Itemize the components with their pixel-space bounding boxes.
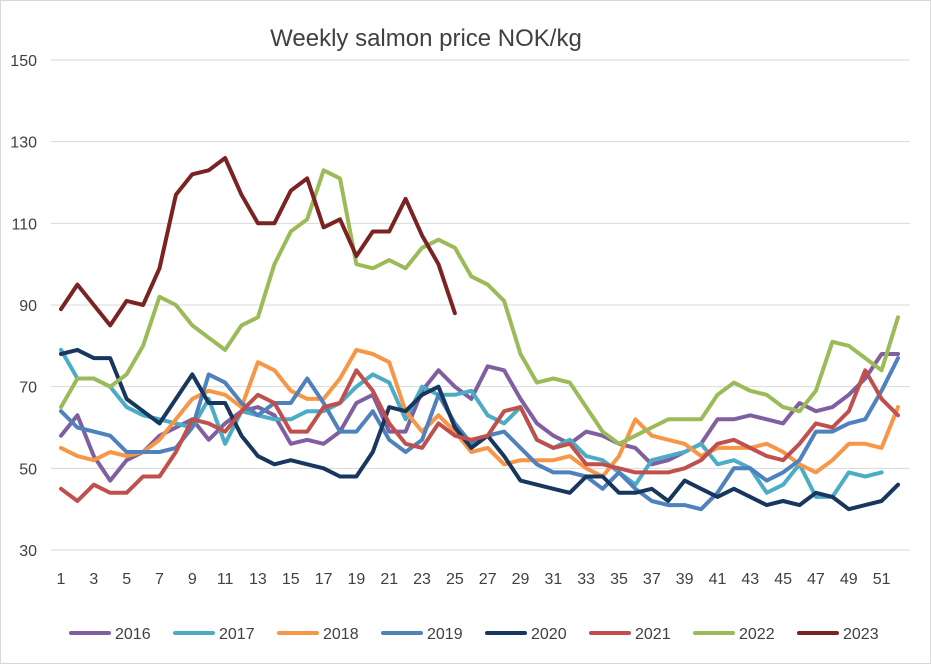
x-tick-label: 3 — [89, 571, 98, 588]
legend-item-2016: 2016 — [69, 626, 151, 643]
legend-label: 2022 — [739, 626, 775, 643]
x-tick-label: 5 — [122, 571, 131, 588]
legend-item-2020: 2020 — [485, 626, 567, 643]
legend-label: 2023 — [843, 626, 879, 643]
legend-item-2023: 2023 — [797, 626, 879, 643]
legend-label: 2021 — [635, 626, 671, 643]
chart-title: Weekly salmon price NOK/kg — [270, 25, 582, 52]
legend-item-2017: 2017 — [173, 626, 255, 643]
x-tick-label: 17 — [315, 571, 333, 588]
legend-label: 2017 — [219, 626, 255, 643]
x-tick-label: 1 — [57, 571, 66, 588]
x-tick-label: 41 — [709, 571, 727, 588]
y-tick-label: 150 — [10, 53, 37, 70]
y-tick-label: 50 — [19, 461, 37, 478]
legend-item-2018: 2018 — [277, 626, 359, 643]
x-tick-label: 7 — [155, 571, 164, 588]
x-tick-label: 27 — [479, 571, 497, 588]
series-line-2023 — [59, 156, 457, 328]
x-tick-label: 21 — [380, 571, 398, 588]
x-tick-label: 37 — [643, 571, 661, 588]
x-tick-label: 49 — [840, 571, 858, 588]
x-tick-label: 11 — [217, 571, 234, 588]
x-tick-label: 45 — [774, 571, 792, 588]
legend: 2016 2017 2018 2019 2020 2021 2022 2023 — [69, 626, 879, 643]
series-line-2021 — [59, 368, 900, 503]
y-tick-label: 30 — [19, 543, 37, 560]
y-tick-label: 130 — [10, 135, 37, 152]
x-tick-label: 23 — [413, 571, 431, 588]
y-tick-label: 70 — [19, 380, 37, 397]
x-tick-label: 29 — [512, 571, 530, 588]
y-axis-ticks: 30 50 70 90 110 130 150 — [10, 53, 37, 560]
x-tick-label: 51 — [873, 571, 891, 588]
x-tick-label: 35 — [610, 571, 628, 588]
legend-label: 2020 — [531, 626, 567, 643]
series-line-2022 — [59, 168, 900, 446]
x-tick-label: 15 — [282, 571, 300, 588]
x-tick-label: 33 — [577, 571, 595, 588]
legend-label: 2016 — [115, 626, 151, 643]
series-lines — [59, 156, 900, 512]
legend-label: 2019 — [427, 626, 463, 643]
series-line-2016 — [59, 352, 900, 483]
x-tick-label: 19 — [348, 571, 366, 588]
x-tick-label: 39 — [676, 571, 694, 588]
x-tick-label: 9 — [188, 571, 197, 588]
series-line-2020 — [59, 347, 900, 512]
x-tick-label: 43 — [741, 571, 759, 588]
x-tick-label: 31 — [544, 571, 562, 588]
legend-label: 2018 — [323, 626, 359, 643]
y-tick-label: 90 — [19, 298, 37, 315]
gridlines — [51, 59, 910, 551]
legend-item-2021: 2021 — [589, 626, 671, 643]
x-tick-label: 25 — [446, 571, 464, 588]
x-tick-label: 13 — [249, 571, 267, 588]
legend-item-2022: 2022 — [693, 626, 775, 643]
y-tick-label: 110 — [11, 216, 37, 233]
legend-item-2019: 2019 — [381, 626, 463, 643]
x-axis-ticks: 1 3 5 7 9 11 13 15 17 19 21 23 25 27 29 31 33 35 37 39 41 43 4… — [57, 571, 891, 588]
series-line-2017 — [59, 347, 884, 499]
x-tick-label: 47 — [807, 571, 825, 588]
